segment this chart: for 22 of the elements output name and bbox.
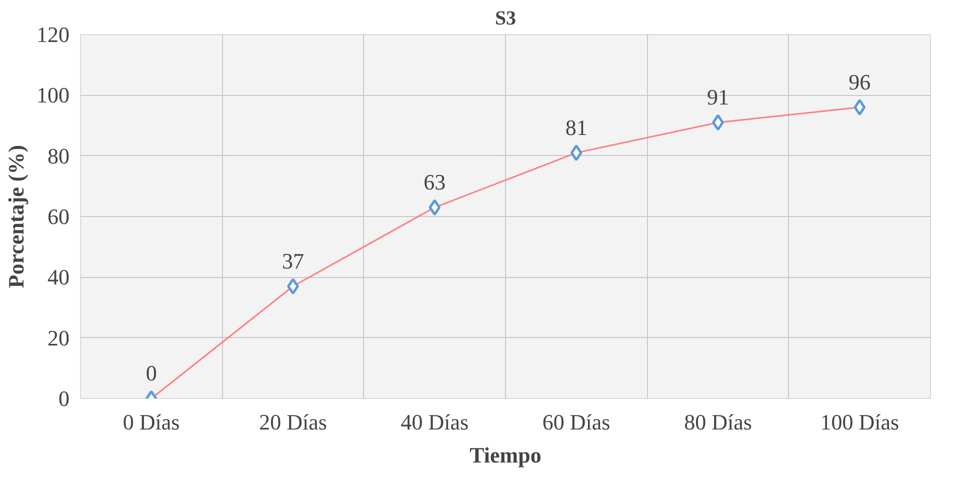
y-tick-label: 60 xyxy=(48,204,70,229)
x-axis-title: Tiempo xyxy=(470,442,542,468)
y-axis-title: Porcentaje (%) xyxy=(4,144,28,288)
data-label: 96 xyxy=(848,69,871,94)
x-tick-label: 100 Días xyxy=(820,410,900,434)
y-tick-label: 40 xyxy=(48,264,70,290)
x-tick-label: 40 Días xyxy=(400,410,469,434)
y-tick-label: 100 xyxy=(36,82,70,108)
chart-title: S3 xyxy=(494,8,516,30)
y-tick-label: 120 xyxy=(36,22,70,47)
x-tick-label: 0 Días xyxy=(122,410,180,434)
data-label: 63 xyxy=(424,169,446,194)
y-tick-label: 0 xyxy=(58,386,70,411)
x-tick-label: 60 Días xyxy=(542,410,610,434)
data-label: 37 xyxy=(282,248,304,274)
y-tick-label: 20 xyxy=(48,325,70,350)
x-tick-label: 80 Días xyxy=(684,410,752,434)
x-tick-label: 20 Días xyxy=(259,410,327,434)
data-label: 0 xyxy=(146,360,157,386)
data-label: 91 xyxy=(707,84,729,110)
data-label: 81 xyxy=(565,114,588,140)
y-tick-label: 80 xyxy=(48,143,70,168)
